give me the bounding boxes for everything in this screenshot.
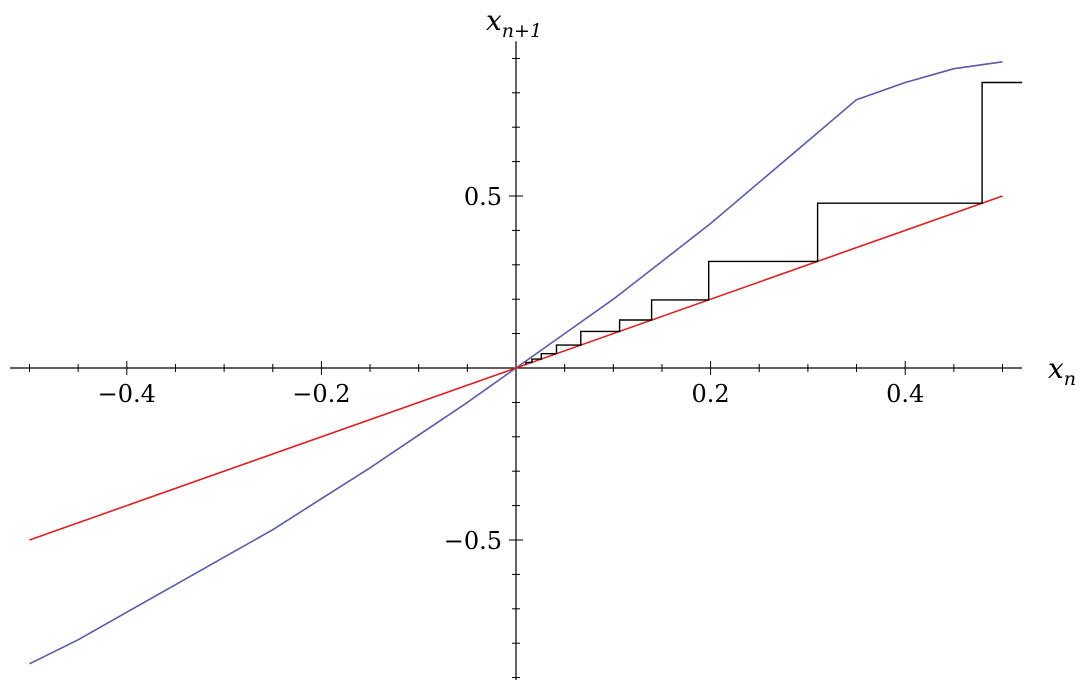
identity-line — [29, 195, 1003, 541]
x-axis-title-sub: n — [1064, 368, 1076, 390]
tick-labels: −0.4 −0.2 0.2 0.4 0.5 −0.5 — [98, 183, 925, 555]
y-tick-label: 0.5 — [464, 183, 502, 211]
x-tick-label: −0.4 — [98, 380, 156, 408]
y-axis-title: xn+1 — [486, 4, 542, 42]
y-axis-title-sub: n+1 — [502, 20, 542, 42]
y-axis-title-base: x — [486, 4, 502, 37]
x-tick-label: −0.2 — [292, 380, 350, 408]
x-axis-title: xn — [1048, 352, 1076, 390]
x-tick-label: 0.2 — [692, 380, 730, 408]
x-axis-title-base: x — [1048, 352, 1064, 385]
x-tick-label: 0.4 — [886, 380, 924, 408]
cobweb-path — [525, 81, 1022, 365]
series-layer — [29, 61, 1022, 665]
y-tick-label: −0.5 — [444, 527, 502, 555]
